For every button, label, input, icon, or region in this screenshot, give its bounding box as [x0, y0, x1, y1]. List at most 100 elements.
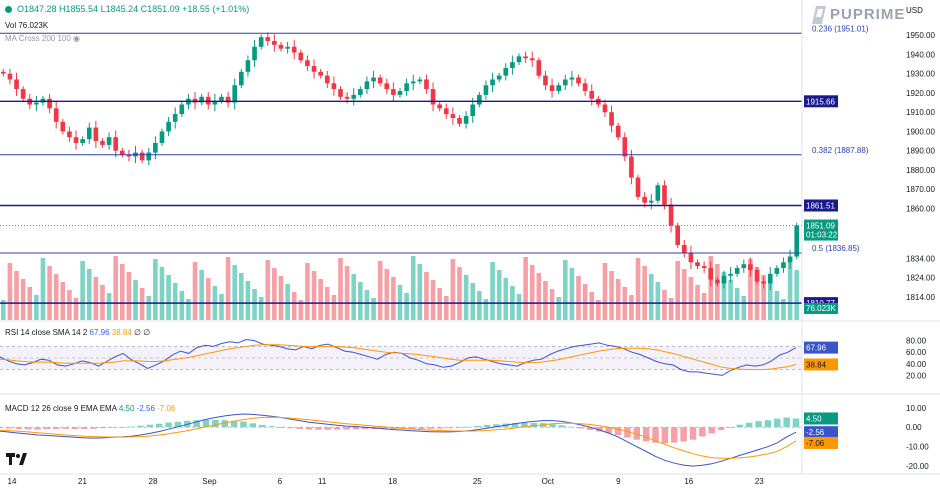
last-price-label: 1851.09 — [806, 222, 835, 231]
volume-bar — [529, 265, 535, 320]
macd-histogram-bar — [193, 420, 200, 428]
volume-bar — [721, 272, 727, 320]
macd-histogram-bar — [118, 427, 125, 428]
price-candle — [80, 139, 85, 143]
price-candle — [351, 94, 357, 99]
macd-histogram-bar — [792, 418, 800, 428]
macd-histogram-bar — [464, 426, 472, 428]
volume-bar — [377, 261, 383, 320]
fibonacci-label: 0.5 (1836.85) — [812, 244, 860, 253]
price-candle — [543, 75, 548, 86]
price-candle — [556, 85, 561, 92]
price-candle — [688, 252, 694, 263]
volume-bar — [318, 279, 323, 320]
macd-signal-tag — [804, 436, 838, 449]
macd-histogram-bar — [483, 424, 491, 428]
volume-bar — [781, 299, 786, 320]
macd-histogram-bar — [90, 427, 97, 429]
macd-legend[interactable]: MACD 12 26 close 9 EMA EMA 4.50 -2.56 -7… — [5, 404, 175, 413]
volume-bar — [205, 278, 211, 320]
fibonacci-label: 0.382 (1887.88) — [812, 146, 869, 155]
price-candle — [404, 83, 409, 92]
price-candle — [106, 137, 112, 145]
macd-histogram-bar — [0, 427, 4, 429]
macd-histogram-bar — [558, 425, 566, 428]
level-price-tag — [804, 95, 838, 108]
price-candle — [794, 225, 800, 257]
rsi-legend-title: RSI 14 close SMA 14 2 — [5, 328, 88, 337]
price-axis-tick: 1860.00 — [906, 204, 935, 213]
volume-bar — [648, 274, 654, 320]
macd-histogram-bar — [324, 427, 332, 430]
volume-bar — [146, 296, 152, 320]
macd-legend-hist: 4.50 — [118, 404, 135, 413]
rsi-legend-sma: 38.84 — [111, 328, 132, 337]
price-candle — [219, 96, 224, 101]
date-axis-tick: 6 — [278, 477, 283, 486]
last-price-tag — [804, 219, 838, 241]
rsi-value-tag — [804, 341, 838, 354]
volume-bar — [219, 294, 224, 320]
volume-bar — [305, 263, 310, 320]
volume-bar — [232, 265, 238, 320]
macd-histogram-bar — [109, 427, 116, 429]
macd-histogram-bar — [624, 427, 631, 438]
volume-bar — [787, 262, 793, 320]
price-candle — [496, 75, 502, 80]
volume-bar — [40, 258, 46, 320]
volume-bar — [443, 296, 449, 320]
price-candle — [708, 268, 714, 280]
tradingview-logo — [6, 452, 28, 468]
price-candle — [60, 121, 66, 132]
macd-histogram-bar — [361, 427, 369, 430]
macd-signal-line — [0, 416, 797, 459]
price-candle — [562, 79, 568, 86]
price-candle — [576, 77, 581, 84]
rsi-axis-tick: 80.00 — [906, 337, 927, 346]
price-candle — [47, 98, 52, 109]
price-candle — [569, 77, 575, 80]
volume-bar — [351, 274, 357, 320]
macd-histogram-bar — [277, 427, 285, 429]
macd-histogram-bar — [390, 427, 397, 430]
volume-bar — [767, 283, 773, 320]
price-candle — [477, 94, 482, 105]
macd-histogram-bar — [333, 427, 341, 430]
macd-histogram-bar — [240, 421, 247, 428]
date-axis-tick: 16 — [684, 477, 693, 486]
volume-bar — [662, 290, 667, 320]
macd-axis-tick: 10.00 — [906, 404, 927, 413]
volume-bar — [265, 260, 271, 320]
price-candle — [734, 268, 740, 274]
macd-histogram-bar — [717, 427, 725, 431]
volume-bar — [364, 290, 370, 320]
volume-bar — [252, 289, 257, 320]
rsi-legend[interactable]: RSI 14 close SMA 14 2 67.96 38.84 ∅ ∅ — [5, 328, 150, 337]
date-axis-tick: Sep — [202, 477, 217, 486]
volume-bar — [754, 267, 760, 320]
volume-bar — [298, 300, 304, 320]
macd-histogram-bar — [727, 427, 734, 429]
ma-cross-legend[interactable]: MA Cross 200 100 ◉ — [5, 34, 80, 43]
macd-histogram-bar — [408, 427, 416, 429]
price-candle — [100, 141, 105, 145]
eye-icon[interactable]: ◉ — [73, 34, 81, 43]
macd-histogram-bar — [671, 427, 678, 443]
price-candle — [668, 204, 674, 226]
volume-bar — [516, 294, 522, 320]
macd-axis-tick: 0.00 — [906, 423, 922, 432]
price-candle — [424, 79, 429, 90]
volume-bar — [734, 288, 740, 320]
macd-histogram-bar — [249, 423, 257, 428]
price-candle — [609, 112, 614, 126]
price-candle — [232, 85, 238, 103]
volume-bar — [463, 275, 469, 320]
price-candle — [239, 71, 244, 86]
macd-histogram-bar — [230, 420, 238, 428]
macd-histogram-bar — [221, 420, 228, 428]
macd-histogram-bar — [446, 427, 453, 429]
rsi-band — [0, 346, 802, 370]
volume-bar — [120, 264, 125, 320]
